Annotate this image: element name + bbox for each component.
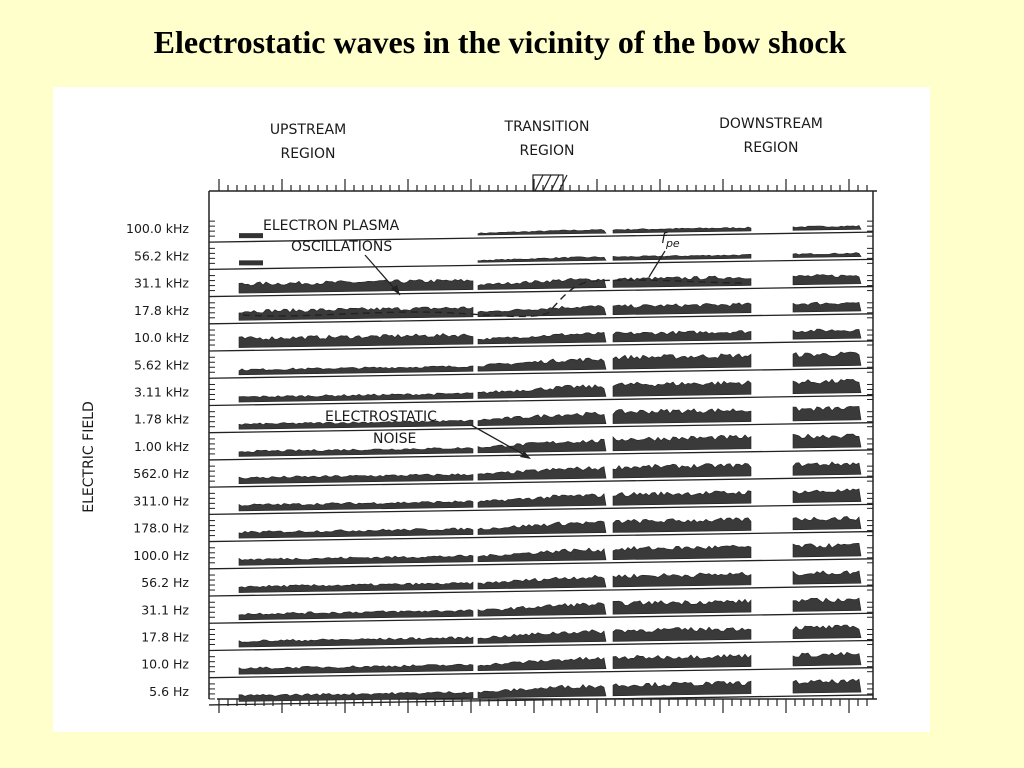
channel-label: 178.0 Hz xyxy=(133,521,189,536)
channel-label: 3.11 kHz xyxy=(134,384,189,399)
channel-label: 56.2 kHz xyxy=(134,248,189,263)
fpe-dashed-curve xyxy=(242,279,744,318)
downstream-label-line2: REGION xyxy=(743,140,798,156)
channel-label: 17.8 kHz xyxy=(134,303,189,318)
channel-label: 17.8 Hz xyxy=(141,629,189,644)
channel-label: 31.1 kHz xyxy=(134,276,189,291)
fpe-arrow xyxy=(648,250,666,278)
channel-label: 10.0 Hz xyxy=(141,657,189,672)
fpe-label: fpe xyxy=(661,231,680,250)
channel-label: 5.6 Hz xyxy=(149,684,189,699)
channel-label: 10.0 kHz xyxy=(134,330,189,345)
noise-annotation-line1: ELECTROSTATIC xyxy=(325,409,437,425)
channel-label: 1.78 kHz xyxy=(134,412,189,427)
noise-annotation-line2: NOISE xyxy=(373,431,416,447)
channel-label: 311.0 Hz xyxy=(133,493,189,508)
transition-label-line1: TRANSITION xyxy=(504,119,590,135)
upstream-label-line1: UPSTREAM xyxy=(270,122,346,138)
noise-arrow xyxy=(470,424,529,458)
upstream-label-line2: REGION xyxy=(280,146,335,162)
channel-label: 1.00 kHz xyxy=(134,439,189,454)
spectrogram-figure: UPSTREAM REGION TRANSITION REGION DOWNST… xyxy=(53,87,930,732)
channel-label: 31.1 Hz xyxy=(141,602,189,617)
slide-title: Electrostatic waves in the vicinity of t… xyxy=(153,24,847,60)
channel-labels: 100.0 kHz 56.2 kHz 31.1 kHz 17.8 kHz 10.0 kH… xyxy=(126,221,189,699)
channel-label: 5.62 kHz xyxy=(134,357,189,372)
transition-label-line2: REGION xyxy=(519,143,574,159)
plasma-annotation-line2: OSCILLATIONS xyxy=(291,239,392,255)
spectrogram-svg: UPSTREAM REGION TRANSITION REGION DOWNST… xyxy=(81,116,877,713)
electric-field-axis-label: ELECTRIC FIELD xyxy=(81,401,97,513)
channel-label: 100.0 Hz xyxy=(133,548,189,563)
noise-arrow-head xyxy=(520,451,531,459)
channel-label: 56.2 Hz xyxy=(141,575,189,590)
downstream-label-line1: DOWNSTREAM xyxy=(719,116,823,132)
plasma-annotation-line1: ELECTRON PLASMA xyxy=(263,218,400,234)
channel-traces xyxy=(238,225,862,702)
plasma-arrow-head xyxy=(391,285,400,295)
channel-label: 562.0 Hz xyxy=(133,466,189,481)
channel-label: 100.0 kHz xyxy=(126,221,189,236)
plot-frame xyxy=(208,174,877,713)
